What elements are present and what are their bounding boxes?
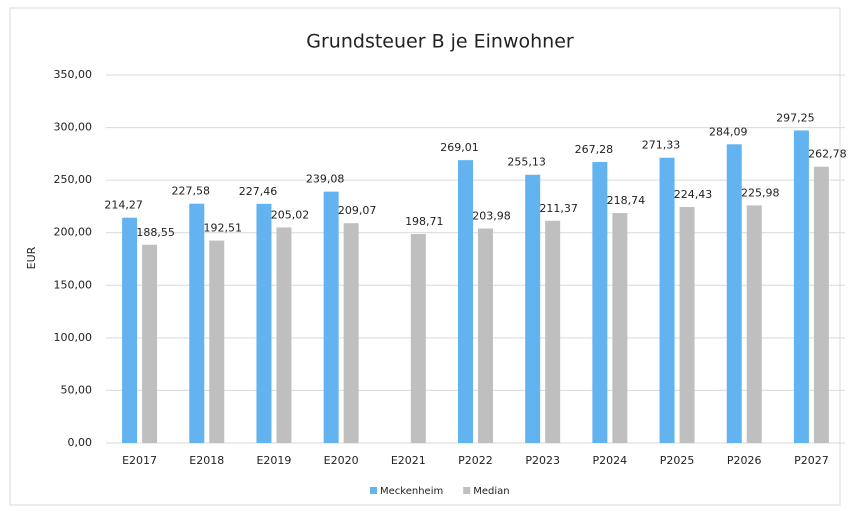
bar (525, 174, 541, 443)
bar (545, 220, 561, 443)
x-tick-label: P2027 (794, 454, 829, 467)
x-tick-label: P2022 (458, 454, 493, 467)
bar (209, 240, 225, 443)
legend-swatch (463, 487, 471, 494)
data-label: 203,98 (472, 210, 511, 223)
legend-swatch (370, 487, 377, 494)
data-label: 271,33 (642, 139, 681, 152)
bar (813, 166, 829, 443)
x-tick-label: P2023 (525, 454, 560, 467)
data-label: 267,28 (575, 143, 614, 156)
bar (793, 130, 809, 443)
y-tick-label: 250,00 (54, 173, 93, 186)
bar (410, 234, 426, 443)
data-label: 284,09 (709, 125, 748, 138)
x-tick-label: P2025 (660, 454, 695, 467)
bar (679, 207, 695, 443)
data-label: 262,78 (808, 148, 847, 161)
x-tick-label: E2020 (324, 454, 359, 467)
data-label: 224,43 (674, 188, 713, 201)
y-tick-label: 300,00 (54, 121, 93, 134)
bar (726, 144, 742, 443)
data-label: 205,02 (271, 208, 310, 221)
bar (256, 203, 272, 443)
chart-title: Grundsteuer B je Einwohner (306, 31, 574, 53)
bar (122, 217, 138, 443)
data-label: 239,08 (306, 173, 345, 186)
legend-label: Median (473, 486, 509, 497)
y-tick-label: 350,00 (54, 68, 93, 81)
x-tick-label: E2019 (256, 454, 291, 467)
x-tick-label: E2017 (122, 454, 157, 467)
bar (612, 213, 628, 443)
y-tick-label: 100,00 (54, 331, 93, 344)
data-label: 227,46 (239, 185, 278, 198)
data-label: 225,98 (741, 186, 780, 199)
bar (458, 160, 473, 443)
y-tick-label: 50,00 (61, 383, 93, 396)
data-label: 198,71 (405, 215, 444, 228)
legend-label: Meckenheim (380, 486, 443, 497)
x-tick-label: E2021 (391, 454, 426, 467)
y-tick-label: 0,00 (68, 436, 93, 449)
bar (142, 244, 158, 443)
y-tick-label: 150,00 (54, 278, 93, 291)
data-label: 227,58 (172, 185, 211, 198)
x-tick-label: P2026 (727, 454, 762, 467)
bar (189, 203, 205, 443)
data-label: 297,25 (776, 111, 815, 124)
data-label: 192,51 (204, 222, 243, 235)
bar (592, 161, 608, 443)
data-label: 209,07 (338, 204, 377, 217)
bar (478, 228, 493, 443)
bar (323, 191, 339, 443)
bar (343, 223, 359, 443)
data-label: 211,37 (539, 202, 578, 215)
y-axis-label: EUR (25, 246, 38, 269)
bar (276, 227, 292, 443)
bar (659, 157, 675, 443)
bar (746, 205, 762, 443)
data-label: 218,74 (607, 194, 646, 207)
y-tick-label: 200,00 (54, 226, 93, 239)
x-tick-label: P2024 (593, 454, 628, 467)
data-label: 188,55 (136, 226, 175, 239)
data-label: 255,13 (507, 156, 546, 169)
data-label: 269,01 (440, 141, 479, 154)
data-label: 214,27 (104, 199, 143, 212)
x-tick-label: E2018 (189, 454, 224, 467)
